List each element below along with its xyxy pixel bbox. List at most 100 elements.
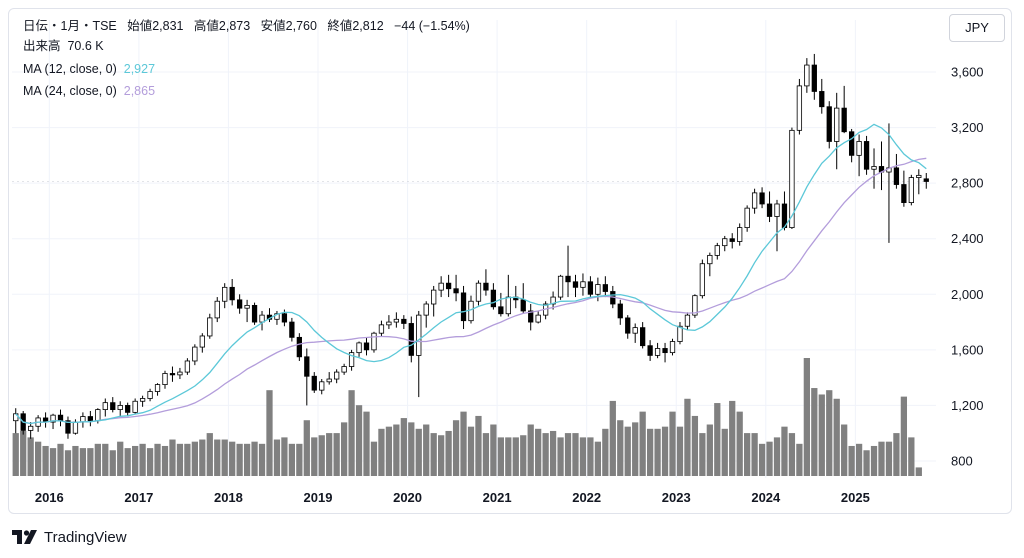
candle-down	[893, 167, 900, 185]
candle-up	[50, 414, 56, 423]
x-tick-label: 2021	[483, 490, 512, 505]
candle-up	[595, 284, 601, 295]
candle-down	[647, 345, 653, 356]
volume-bar	[340, 422, 348, 476]
candle-up	[699, 263, 706, 297]
volume-bar	[557, 437, 564, 476]
volume-bar	[206, 433, 213, 476]
volume-bar	[34, 441, 42, 476]
volume-bar	[385, 426, 393, 476]
candle-up	[95, 409, 101, 422]
candle-down	[587, 281, 594, 295]
volume-bar	[102, 443, 109, 476]
volume-bar	[706, 424, 713, 476]
volume-bar	[445, 430, 452, 476]
candle-up	[341, 366, 347, 373]
volume-bar	[49, 448, 57, 476]
volume-bar	[109, 450, 116, 476]
volume-bar	[482, 433, 490, 476]
volume-bar	[848, 445, 855, 476]
candle-up	[789, 129, 795, 229]
candle-up	[393, 318, 400, 323]
candle-down	[483, 282, 489, 291]
volume-bar	[199, 439, 206, 476]
volume-bar	[646, 428, 654, 476]
ma12-value: 2,927	[123, 62, 156, 76]
candle-up	[214, 300, 220, 319]
candle-up	[722, 238, 728, 247]
volume-bar	[505, 437, 512, 476]
candle-up	[378, 324, 385, 334]
candle-down	[729, 238, 735, 242]
ma24-legend[interactable]: MA (24, close, 0) 2,865	[23, 82, 155, 100]
volume-bar	[796, 443, 803, 476]
candle-up	[423, 303, 429, 316]
volume-bar	[87, 448, 94, 476]
candle-up	[154, 384, 161, 392]
volume-bar	[221, 439, 228, 476]
y-tick-label: 1,200	[951, 398, 984, 413]
volume-bar	[900, 396, 908, 476]
candle-down	[304, 356, 310, 377]
time-axis[interactable]: 2016 2017 2018 2019 2020 2021 2022 2023 2024 2025	[35, 490, 870, 505]
volume-bar	[400, 418, 407, 476]
candle-up	[468, 300, 474, 322]
close-value: 2,812	[352, 19, 384, 33]
volume-bar	[579, 437, 587, 476]
volume-bar	[684, 398, 691, 476]
candle-down	[490, 289, 497, 308]
candle-up	[102, 402, 108, 410]
volume-bar	[303, 420, 310, 476]
volume-bar	[191, 441, 198, 476]
volume-bar	[139, 443, 146, 476]
ma12-legend[interactable]: MA (12, close, 0) 2,927	[23, 60, 155, 78]
volume-bar	[452, 420, 460, 476]
candle-up	[139, 398, 146, 402]
volume-bar	[736, 411, 743, 476]
volume-bar	[512, 437, 519, 476]
candle-up	[274, 313, 280, 320]
x-tick-label: 2022	[572, 490, 601, 505]
volume-bar	[788, 433, 796, 476]
ma12-line	[15, 123, 927, 425]
volume-bar	[72, 445, 79, 476]
symbol-title[interactable]: 日伝・1月・TSE	[23, 19, 117, 33]
volume-bar	[691, 415, 699, 476]
candle-down	[125, 405, 131, 413]
volume-legend[interactable]: 出来高 70.6 K	[23, 37, 104, 55]
volume-bar	[639, 411, 646, 476]
candle-up	[259, 314, 265, 323]
candle-up	[177, 371, 183, 376]
candle-down	[826, 106, 832, 142]
candle-up	[580, 281, 586, 288]
currency-button[interactable]: JPY	[949, 14, 1005, 42]
candle-down	[528, 310, 534, 323]
candle-down	[863, 141, 870, 170]
brand-text: TradingView	[44, 528, 127, 546]
ma12-label: MA (12, close, 0)	[23, 62, 117, 76]
candle-up	[244, 304, 250, 309]
volume-bar	[132, 445, 139, 476]
volume-bar	[430, 433, 437, 476]
volume-bar	[169, 439, 176, 476]
candle-up	[72, 421, 79, 434]
tradingview-brand[interactable]: TradingView	[12, 527, 127, 547]
candle-down	[617, 303, 623, 319]
volume-bar	[117, 441, 124, 476]
volume-bar	[878, 441, 885, 476]
volume-bar	[661, 426, 669, 476]
volume-bar	[243, 443, 251, 476]
candle-down	[453, 288, 459, 294]
volume-bar	[378, 428, 385, 476]
price-axis[interactable]: 800 1,200 1,600 2,000 2,400 2,800 3,200 3,600	[951, 65, 984, 469]
volume-bar	[370, 441, 378, 476]
candle-up	[438, 282, 444, 291]
volume-bar	[176, 443, 184, 476]
volume-bar	[460, 411, 467, 476]
y-tick-label: 3,200	[951, 120, 984, 135]
volume-bar	[751, 433, 758, 476]
volume-bar	[549, 430, 557, 476]
ma24-line	[15, 157, 927, 425]
volume-bar	[161, 445, 169, 476]
